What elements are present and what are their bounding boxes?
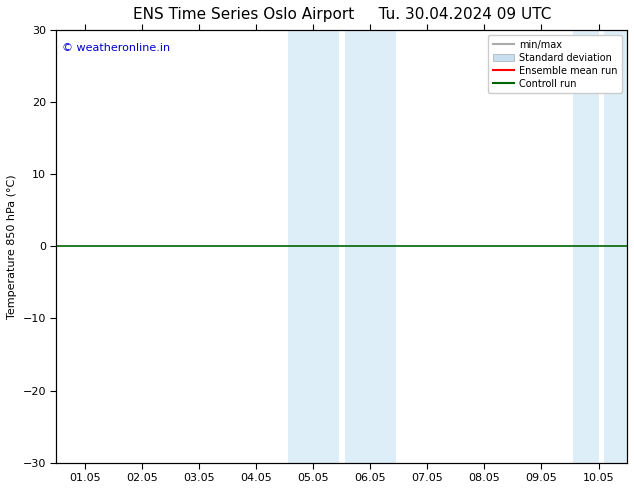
Y-axis label: Temperature 850 hPa (°C): Temperature 850 hPa (°C) (7, 174, 17, 318)
Bar (604, 30, 630, 463)
Legend: min/max, Standard deviation, Ensemble mean run, Controll run: min/max, Standard deviation, Ensemble me… (488, 35, 622, 94)
Bar (573, 30, 598, 463)
Text: © weatheronline.in: © weatheronline.in (62, 43, 171, 53)
Title: ENS Time Series Oslo Airport     Tu. 30.04.2024 09 UTC: ENS Time Series Oslo Airport Tu. 30.04.2… (133, 7, 551, 22)
Bar (288, 30, 339, 463)
Bar (345, 30, 396, 463)
